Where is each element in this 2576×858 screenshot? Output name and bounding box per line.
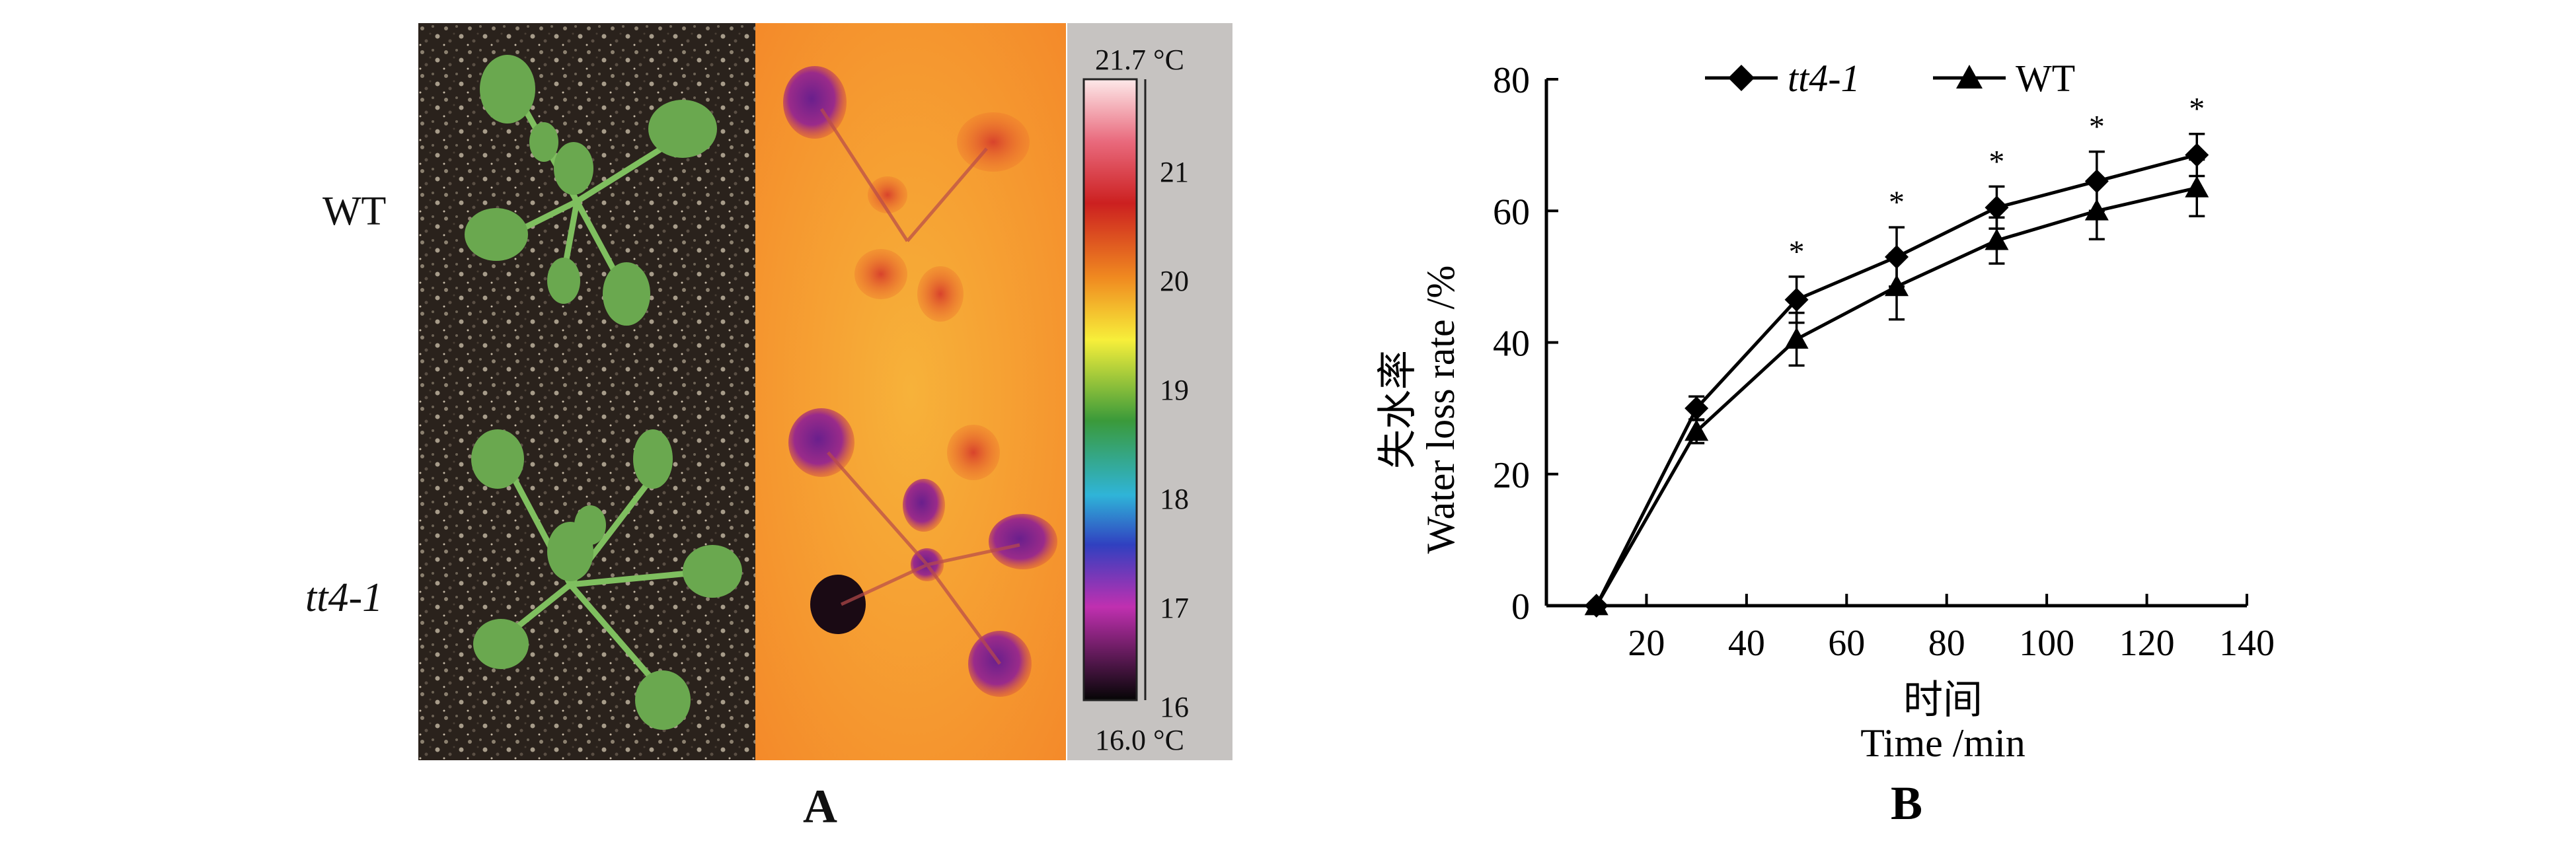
y-tick-label: 0 xyxy=(1511,587,1530,627)
data-point xyxy=(1885,274,1909,297)
panel-label-a: A xyxy=(803,780,837,833)
data-point xyxy=(2084,169,2109,194)
significance-marker: * xyxy=(1889,185,1905,220)
plant-photo-and-thermal-image xyxy=(418,23,1066,760)
scale-tick-17: 17 xyxy=(1160,592,1189,624)
data-point xyxy=(1584,594,1609,616)
water-loss-chart: * * * * * 0 20 40 60 80 20 40 60 80 100 120 140 tt4-1 WT… xyxy=(1375,57,2275,830)
y-tick-label: 60 xyxy=(1493,192,1530,232)
y-axis-label: Water loss rate /% xyxy=(1419,266,1462,554)
data-point xyxy=(1784,327,1809,349)
x-axis-label-cn: 时间 xyxy=(1903,677,1983,723)
x-tick-label: 140 xyxy=(2219,623,2275,664)
legend-label: WT xyxy=(2016,57,2075,100)
x-axis-label: Time /min xyxy=(1860,721,2026,765)
legend-entry-WT: WT xyxy=(1933,57,2075,100)
soil-photo xyxy=(418,23,755,760)
y-tick-label: 40 xyxy=(1493,324,1530,365)
thermal-image xyxy=(755,23,1066,760)
chart-legend: tt4-1 WT xyxy=(1705,57,2075,100)
row-label-wt: WT xyxy=(322,189,387,234)
data-point xyxy=(2084,199,2109,221)
chart-series: * * * * * xyxy=(1584,92,2209,618)
chart-axes xyxy=(1544,79,2247,608)
scale-bar xyxy=(1082,78,1147,701)
legend-marker xyxy=(1728,65,1755,91)
data-point xyxy=(1985,196,2009,220)
scale-tick-21: 21 xyxy=(1160,156,1189,188)
x-tick-label: 60 xyxy=(1828,623,1865,664)
panel-label-b: B xyxy=(1891,777,1922,830)
x-tick-label: 40 xyxy=(1728,623,1765,664)
scale-tick-16: 16 xyxy=(1160,691,1189,723)
significance-marker: * xyxy=(1989,144,2004,179)
legend-entry-tt4-1: tt4-1 xyxy=(1705,57,1860,100)
scale-min-label: 16.0 °C xyxy=(1095,724,1184,756)
legend-marker xyxy=(1956,65,1983,89)
data-point xyxy=(1985,229,2009,250)
chart-ticks: 0 20 40 60 80 20 40 60 80 100 120 140 xyxy=(1493,60,2275,664)
significance-marker: * xyxy=(2189,92,2205,127)
series-line xyxy=(1595,153,2197,607)
scale-tick-19: 19 xyxy=(1160,374,1189,406)
data-point xyxy=(1685,419,1709,441)
tt4-1-rosette xyxy=(471,429,742,730)
x-tick-label: 20 xyxy=(1628,623,1665,664)
temperature-scale: 21.7 °C 21 20 19 18 17 16 16.0 °C xyxy=(1067,23,1232,760)
data-point xyxy=(1685,396,1709,421)
scale-tick-20: 20 xyxy=(1160,265,1189,297)
x-tick-label: 100 xyxy=(2019,623,2074,664)
significance-marker: * xyxy=(2089,110,2105,145)
series-WT xyxy=(1584,158,2209,616)
x-tick-label: 120 xyxy=(2119,623,2175,664)
significance-marker: * xyxy=(1789,234,1805,269)
y-tick-label: 80 xyxy=(1493,60,1530,101)
x-tick-label: 80 xyxy=(1928,623,1965,664)
y-axis-label-cn: 失水率 xyxy=(1375,350,1421,469)
chart-labels: 时间 Time /min 失水率 Water loss rate /% B xyxy=(1375,266,2026,830)
scale-tick-18: 18 xyxy=(1160,483,1189,515)
data-point xyxy=(2185,143,2209,167)
legend-label: tt4-1 xyxy=(1788,57,1860,100)
data-point xyxy=(1784,287,1809,312)
data-point xyxy=(2185,176,2209,197)
row-label-tt4-1: tt4-1 xyxy=(305,575,383,620)
wt-rosette xyxy=(465,55,717,326)
y-tick-label: 20 xyxy=(1493,455,1530,496)
scale-max-label: 21.7 °C xyxy=(1095,44,1184,76)
